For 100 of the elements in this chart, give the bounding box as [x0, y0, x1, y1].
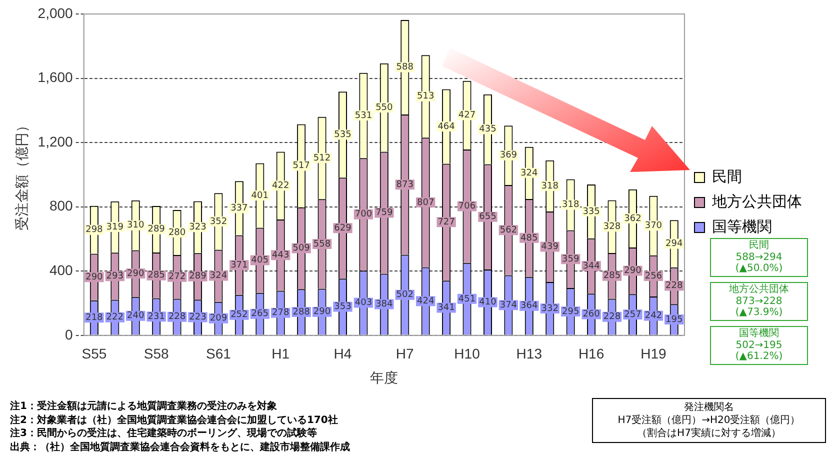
- data-label: 257: [624, 310, 642, 320]
- data-label: 290: [127, 268, 144, 279]
- data-label: 240: [127, 311, 144, 322]
- data-label: 359: [562, 254, 580, 264]
- data-label: 405: [251, 256, 268, 266]
- data-label: 324: [520, 168, 538, 178]
- data-label: 588: [396, 62, 414, 73]
- legend-label: 国等機関: [712, 217, 772, 236]
- data-label: 341: [438, 303, 455, 314]
- data-label: 502: [396, 290, 414, 300]
- data-label: 362: [624, 214, 642, 224]
- data-label: 272: [168, 272, 186, 282]
- data-label: 451: [458, 294, 476, 304]
- data-label: 295: [562, 306, 580, 317]
- data-label: 807: [417, 198, 434, 208]
- data-label: 655: [479, 212, 496, 222]
- data-label: 369: [500, 150, 518, 161]
- data-label: 370: [644, 220, 662, 231]
- data-label: 209: [210, 314, 228, 324]
- data-label: 222: [106, 312, 124, 323]
- data-label: 294: [666, 239, 683, 250]
- x-tick-label: S58: [144, 346, 169, 362]
- y-tick-label: 1,200: [38, 133, 74, 150]
- data-label: 427: [458, 110, 476, 121]
- data-label: 290: [624, 266, 642, 276]
- data-label: 265: [251, 309, 268, 320]
- data-label: 422: [272, 180, 290, 191]
- data-label: 513: [417, 92, 434, 102]
- data-label: 218: [86, 312, 104, 323]
- y-tick-label: 2,000: [38, 4, 74, 21]
- data-label: 512: [313, 153, 331, 164]
- data-label: 252: [230, 310, 248, 320]
- x-tick-label: H13: [516, 346, 542, 362]
- data-label: 231: [148, 312, 165, 322]
- data-label: 550: [376, 102, 394, 113]
- data-label: 318: [541, 181, 559, 192]
- data-label: 242: [644, 311, 662, 322]
- data-label: 727: [438, 218, 455, 228]
- x-tick-label: H4: [334, 346, 352, 362]
- data-label: 759: [376, 208, 394, 218]
- data-label: 323: [189, 222, 206, 233]
- text: 地方公共団体 873→228 (▲73.9%): [710, 282, 808, 320]
- data-label: 318: [562, 200, 580, 210]
- y-tick-label: 800: [49, 198, 74, 214]
- data-label: 443: [272, 250, 290, 260]
- data-label: 289: [148, 224, 166, 235]
- data-label: 531: [354, 110, 372, 121]
- x-tick-label: S61: [206, 346, 232, 362]
- data-label: 384: [376, 300, 394, 310]
- data-label: 344: [582, 261, 600, 272]
- data-label: 410: [479, 298, 497, 308]
- data-label: 280: [168, 228, 186, 238]
- legend-label: 民間: [712, 167, 742, 186]
- data-label: 706: [458, 202, 476, 212]
- text: 国等機関 502→195 (▲61.2%): [710, 326, 808, 364]
- text: 注3：民間からの受注は、住宅建築時のボーリング、現場での試験等: [10, 428, 317, 439]
- data-label: 289: [189, 272, 207, 282]
- data-label: 337: [230, 204, 248, 214]
- data-label: 700: [354, 210, 372, 220]
- data-label: 439: [541, 242, 559, 252]
- x-tick-label: H10: [454, 346, 480, 362]
- data-label: 298: [86, 225, 104, 236]
- data-label: 310: [127, 220, 144, 231]
- data-label: 464: [438, 122, 456, 132]
- data-label: 195: [666, 314, 683, 325]
- text: 発注機関名: [683, 401, 735, 414]
- data-label: 290: [313, 307, 331, 318]
- text: 注2：対象業者は（社）全国地質調査業協会連合会に加盟している170社: [10, 414, 338, 426]
- data-label: 374: [500, 300, 518, 310]
- x-tick-label: S55: [82, 346, 107, 362]
- text: （割合はH7実績に対する増減）: [636, 427, 782, 440]
- y-tick-label: 400: [49, 262, 74, 278]
- x-tick-label: H1: [272, 346, 290, 362]
- data-label: 228: [666, 281, 683, 292]
- y-tick-label: 1,600: [38, 69, 74, 86]
- x-tick-label: H7: [396, 346, 414, 362]
- data-label: 335: [582, 206, 600, 217]
- data-label: 424: [417, 296, 434, 306]
- data-label: 364: [520, 301, 538, 312]
- data-label: 629: [334, 223, 352, 234]
- data-label: 293: [106, 272, 124, 282]
- data-label: 371: [230, 260, 248, 270]
- y-tick-label: 0: [65, 326, 74, 342]
- data-label: 485: [520, 233, 538, 244]
- data-label: 328: [603, 222, 621, 232]
- data-label: 509: [292, 244, 310, 254]
- x-tick-label: H16: [578, 346, 604, 362]
- data-label: 517: [292, 161, 310, 172]
- data-label: 324: [210, 271, 228, 282]
- data-label: 228: [603, 312, 621, 322]
- data-label: 285: [603, 271, 621, 282]
- data-label: 873: [396, 180, 414, 190]
- data-label: 535: [334, 130, 352, 140]
- data-label: 288: [292, 307, 310, 318]
- data-label: 435: [479, 124, 496, 135]
- data-label: 401: [251, 190, 268, 201]
- data-label: 223: [189, 312, 206, 323]
- data-label: 290: [86, 272, 104, 282]
- data-label: 319: [106, 222, 124, 232]
- data-label: 562: [500, 225, 518, 236]
